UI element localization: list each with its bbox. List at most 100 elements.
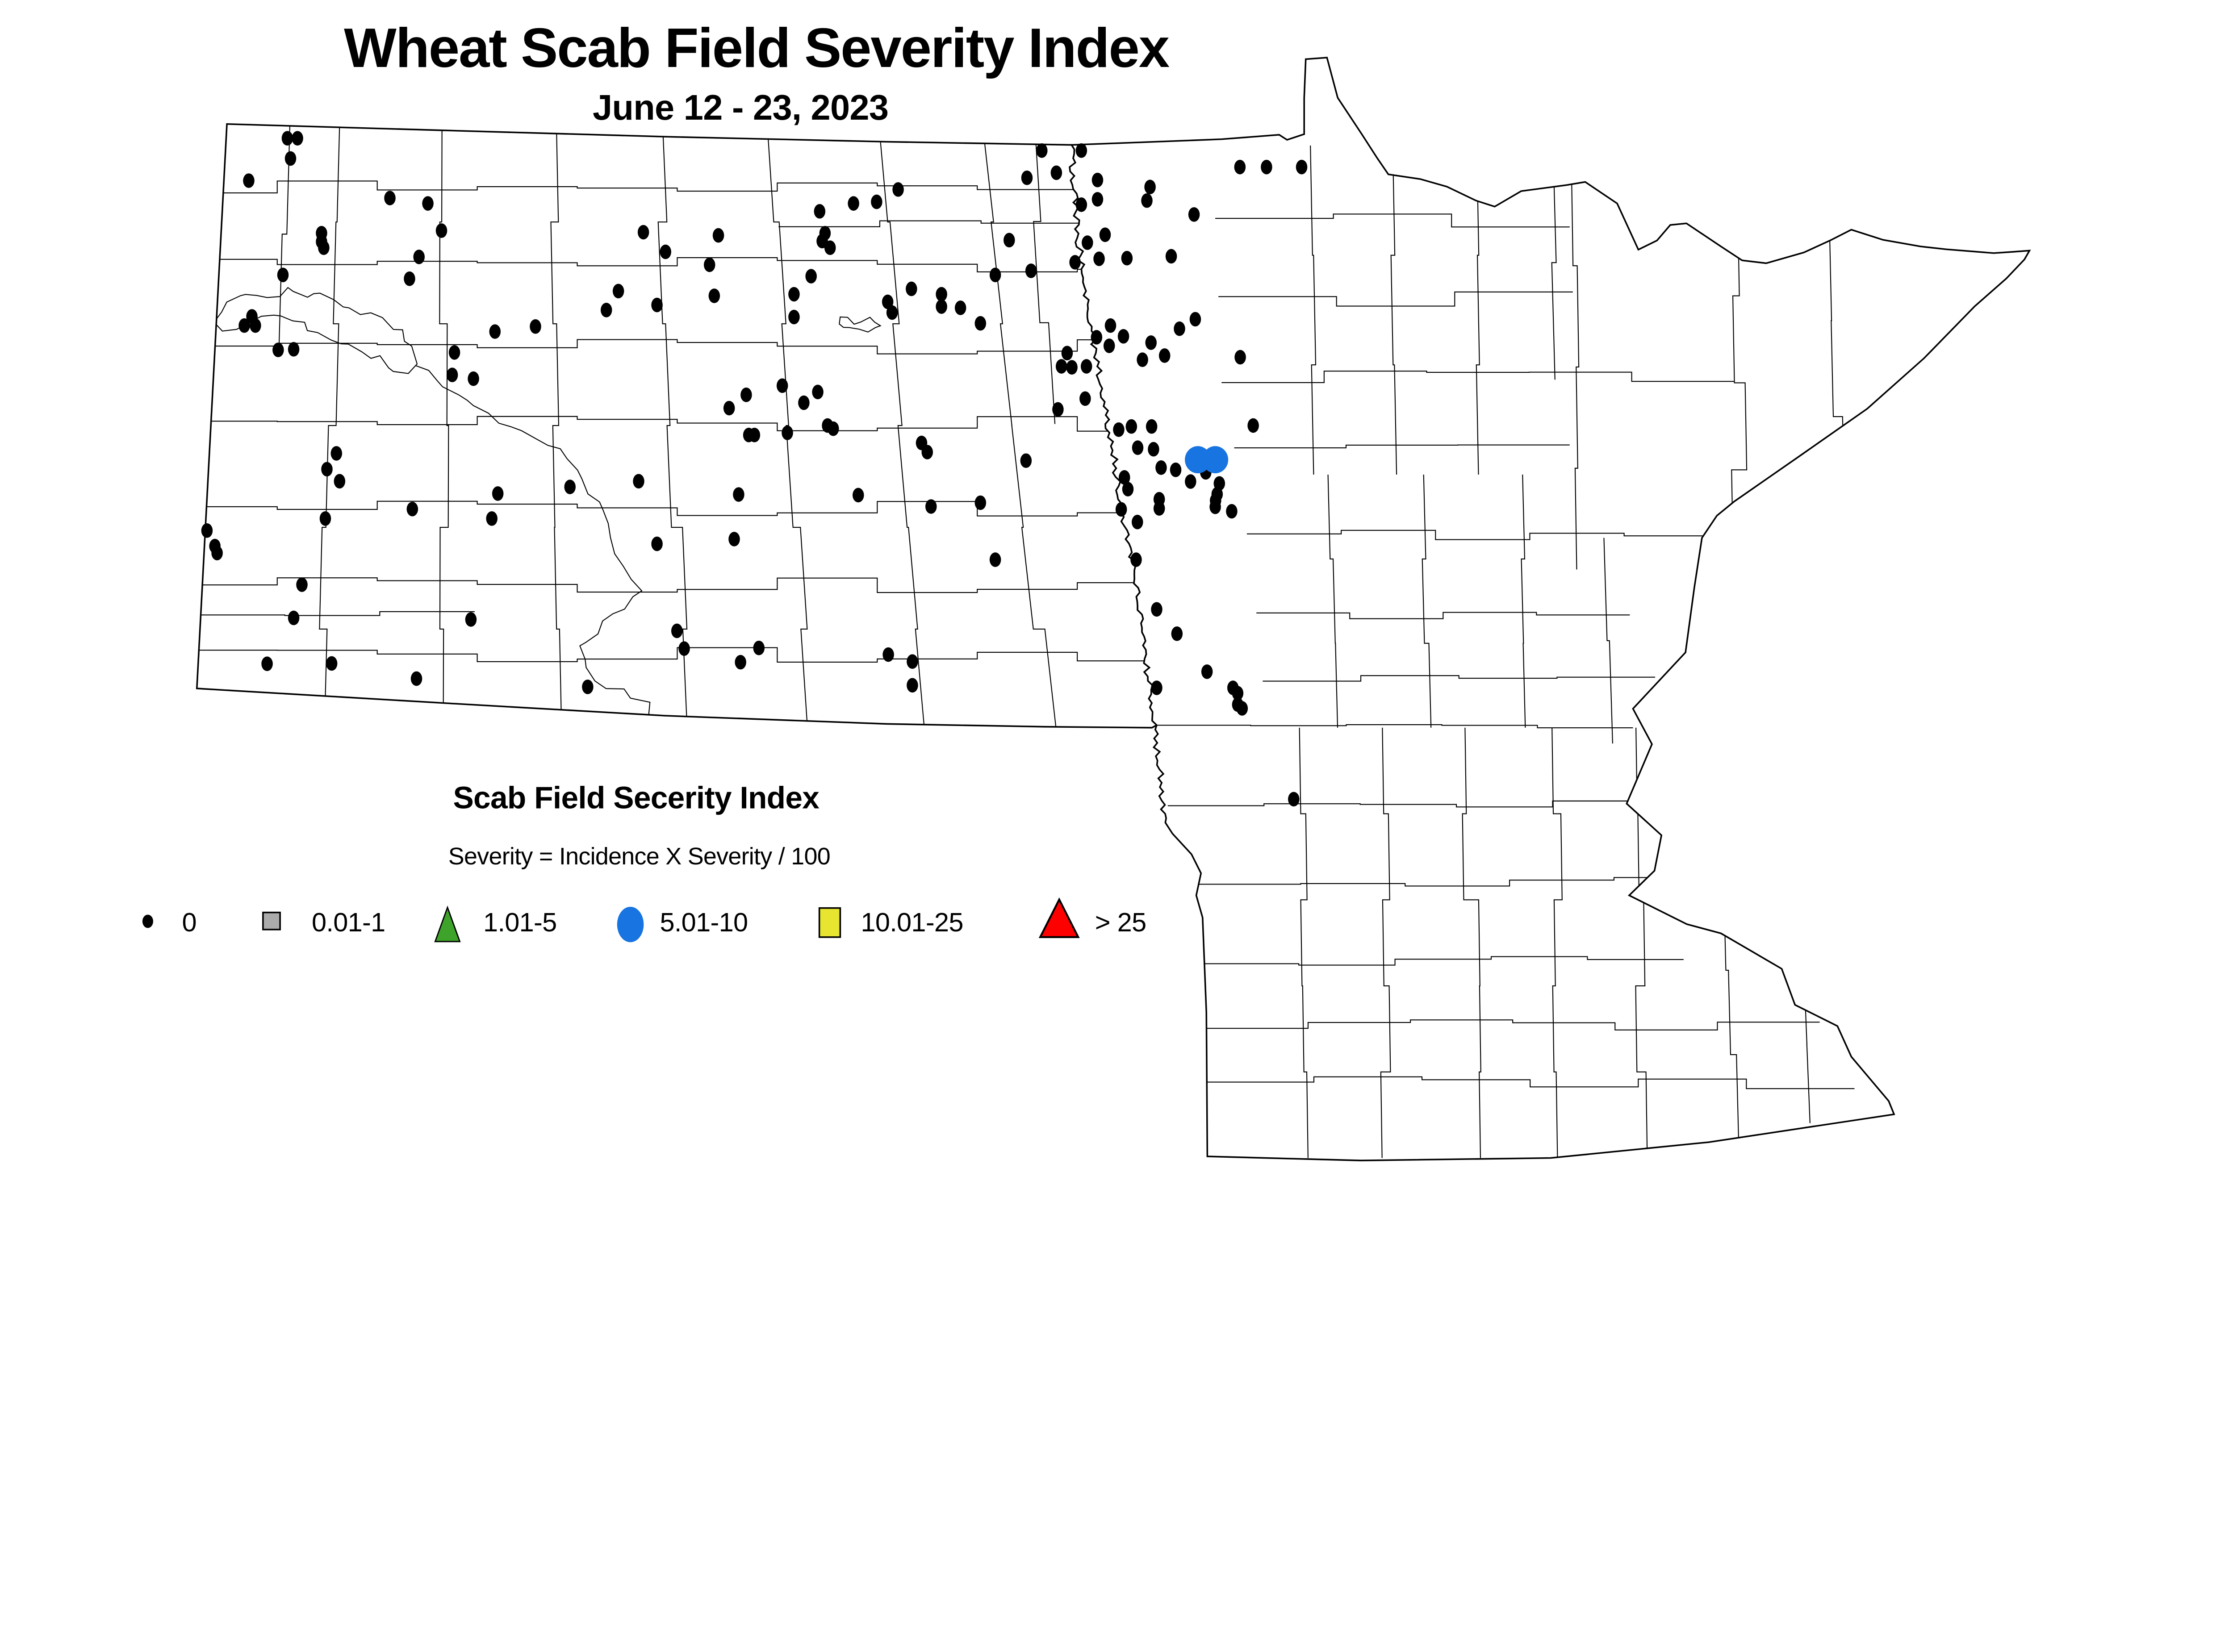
map-point-severity-0 (907, 678, 918, 693)
county-line (1521, 474, 1526, 728)
map-point-severity-0 (272, 342, 284, 358)
map-point-severity-0 (989, 267, 1001, 283)
county-line (1723, 886, 1739, 1139)
map-point-severity-0 (954, 300, 966, 315)
map-point-severity-0 (703, 257, 715, 272)
county-line (1380, 727, 1391, 1158)
map-point-severity-0 (1080, 359, 1092, 374)
map-point-severity-0 (974, 316, 987, 331)
map-point-severity-0 (1288, 792, 1300, 807)
map-point-severity-0 (318, 240, 330, 255)
map-point-severity-0 (886, 305, 898, 320)
county-line (981, 124, 1057, 728)
map-point-severity-0 (1165, 249, 1177, 264)
map-point-severity-0 (284, 151, 297, 166)
county-line (1571, 164, 1580, 570)
county-line (197, 577, 1157, 593)
map-point-severity-0 (1050, 165, 1062, 180)
map-point-severity-0 (1130, 552, 1142, 567)
map-point-severity-0 (281, 131, 293, 146)
legend-label: 5.01-10 (660, 907, 748, 937)
county-line (197, 501, 1157, 517)
map-point-severity-0 (1247, 418, 1259, 433)
county-line (1246, 530, 1719, 540)
county-line (878, 124, 925, 728)
map-point-severity-0 (1052, 402, 1064, 417)
map-point-severity-0 (1115, 502, 1127, 517)
map-point-severity-0 (1132, 514, 1143, 530)
map-point-severity-0 (637, 225, 649, 240)
map-point-severity-0 (853, 488, 864, 503)
map-point-severity-5-01-10 (1202, 446, 1229, 474)
map-point-severity-0 (712, 228, 724, 243)
county-line (1422, 474, 1432, 728)
missouri-river (415, 365, 655, 728)
map-point-severity-0 (277, 267, 289, 283)
map-point-severity-0 (728, 532, 740, 546)
map-point-severity-0 (435, 223, 447, 238)
county-line (1221, 371, 1735, 383)
map-point-severity-0 (465, 612, 477, 627)
map-point-severity-0 (1091, 330, 1103, 345)
map-point-severity-0 (651, 536, 663, 551)
map-point-severity-0 (1118, 470, 1130, 485)
county-line (657, 124, 688, 728)
map-point-severity-0 (824, 240, 836, 255)
map-point-severity-0 (848, 196, 859, 211)
map-point-severity-0 (1075, 197, 1087, 212)
map-point-severity-0 (1151, 602, 1162, 617)
map-point-severity-0 (1137, 352, 1148, 367)
county-grid-nd (197, 124, 1157, 728)
map-point-severity-0 (1025, 263, 1037, 278)
map-point-severity-0 (1209, 499, 1221, 514)
map-point-severity-0 (564, 480, 576, 494)
legend-title: Scab Field Secerity Index (453, 780, 820, 815)
map-point-severity-0 (1146, 419, 1158, 434)
map-point-severity-0 (1093, 251, 1105, 266)
county-line (1551, 145, 1557, 380)
legend-marker-triangle-icon (434, 905, 461, 943)
lake-sakakawea (212, 287, 418, 374)
map-point-severity-0 (1234, 159, 1246, 175)
map-point-severity-0 (882, 294, 894, 309)
county-line (197, 416, 1157, 432)
wheat-scab-map-canvas: Wheat Scab Field Severity Index June 12 … (142, 17, 2031, 1161)
map-point-severity-0 (446, 367, 458, 383)
county-line (1327, 474, 1338, 728)
legend-item-5-01-10: 5.01-10 (617, 906, 748, 943)
county-line (1390, 145, 1397, 475)
map-point-severity-0 (1061, 346, 1073, 361)
map-point-severity-0 (1170, 462, 1182, 477)
map-point-severity-0 (798, 395, 810, 410)
map-point-severity-0 (788, 287, 800, 302)
county-line (1205, 1076, 1855, 1089)
county-line (278, 124, 291, 348)
map-point-severity-0 (1296, 159, 1308, 175)
map-point-severity-0 (1079, 391, 1091, 406)
map-point-severity-0 (925, 499, 937, 514)
county-line (1731, 209, 1748, 557)
county-line (197, 611, 475, 616)
county-line (1310, 145, 1317, 475)
map-point-severity-0 (651, 297, 663, 313)
map-point-severity-0 (1004, 233, 1015, 248)
map-point-severity-0 (921, 445, 933, 459)
state-north-dakota (196, 123, 1158, 729)
map-point-severity-0 (413, 250, 425, 264)
scatter-severity-0 (201, 131, 1308, 807)
map-point-severity-0 (384, 191, 396, 205)
map-point-severity-0 (330, 446, 343, 461)
map-point-severity-0 (871, 194, 882, 209)
map-point-severity-0 (1055, 359, 1067, 374)
map-point-severity-0 (1141, 193, 1153, 208)
map-point-severity-0 (1148, 442, 1159, 457)
map-point-severity-0 (812, 384, 824, 400)
map-point-severity-0 (1153, 501, 1165, 516)
map-point-severity-0 (782, 426, 793, 440)
legend-marker-dot-icon (142, 914, 153, 928)
county-line (1218, 291, 1573, 307)
legend-item--25: > 25 (1038, 897, 1146, 939)
county-line (439, 124, 449, 728)
county-line (1167, 800, 1649, 808)
map-point-severity-0 (1091, 192, 1104, 207)
